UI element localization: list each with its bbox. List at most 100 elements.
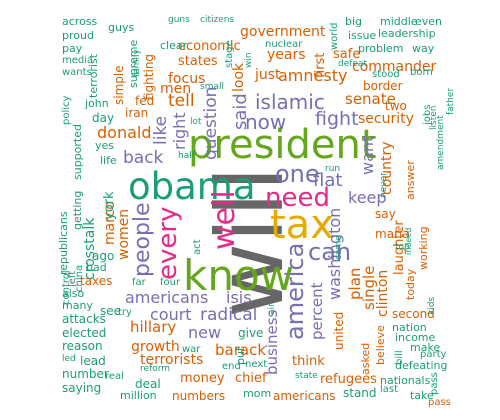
cloud-word: taxes [80,274,113,288]
cloud-word: chief [235,371,267,386]
cloud-word: stood [372,69,400,80]
cloud-word: percent [308,282,326,340]
cloud-word: ago [92,249,115,263]
cloud-word: senate [345,90,396,108]
cloud-word: last [380,384,399,395]
cloud-word: question [201,86,221,160]
cloud-word: border [363,79,403,93]
cloud-word: take [410,389,434,402]
cloud-word: growth [131,339,180,355]
cloud-word: citizens [200,15,235,25]
cloud-word: president [188,122,377,168]
cloud-word: like [151,115,171,145]
cloud-word: million [120,389,157,402]
cloud-word: run [325,164,341,174]
cloud-word: elected [62,326,107,340]
cloud-word: united [332,311,346,350]
cloud-word: now [245,110,287,134]
cloud-word: nationals [380,374,431,387]
cloud-word: maria [375,227,410,241]
cloud-word: know [183,251,294,300]
cloud-word: guns [168,15,190,25]
cloud-word: think [292,354,325,369]
cloud-word: simple [112,65,126,105]
cloud-word: problem [358,42,404,55]
cloud-word: focus [168,71,206,87]
cloud-word: americans [125,288,209,307]
cloud-word: yes [95,139,115,152]
cloud-word: war [182,344,201,355]
cloud-word: iran [125,106,149,120]
cloud-word: stand [343,386,377,400]
cloud-word: amendment [436,115,446,170]
cloud-word: deal [135,377,161,391]
cloud-word: reason [62,339,103,353]
cloud-word: isis [226,288,252,307]
cloud-word: big [345,15,363,28]
cloud-word: led [62,354,76,364]
cloud-word: family [132,49,142,77]
cloud-word: way [412,42,435,55]
cloud-word: john [85,97,109,110]
cloud-word: working [417,226,430,270]
cloud-word: even [415,15,443,28]
cloud-word: come [334,235,344,260]
cloud-word: money [180,371,225,386]
cloud-word: radical [200,305,258,325]
cloud-word: across [62,15,98,28]
cloud-word: safe [333,47,361,62]
cloud-word: guys [108,21,135,34]
cloud-word: america [281,242,309,340]
cloud-word: refugees [320,372,377,387]
cloud-word: attacks [62,312,106,326]
cloud-word: court [150,305,192,324]
cloud-word: states [178,54,218,69]
cloud-word: leadership [378,27,436,40]
cloud-word: many [62,299,93,312]
cloud-word: see [100,304,122,318]
cloud-word: numbers [172,389,226,403]
cloud-word: york [102,191,117,220]
cloud-word: clinton [375,269,391,317]
cloud-word: obama [128,165,256,208]
cloud-word: single [360,265,378,310]
cloud-word: saying [62,381,102,395]
cloud-word: barack [215,341,267,359]
cloud-word: make [410,341,441,354]
cloud-word: business [263,309,281,375]
cloud-word: income [395,331,436,344]
cloud-word: bad [86,261,107,274]
cloud-word: say [375,207,396,221]
cloud-word: never [379,172,389,198]
cloud-word: women [116,208,132,260]
cloud-word: pass [429,372,440,395]
cloud-word: asked [359,342,372,375]
cloud-word: half [178,151,195,161]
cloud-word: real [105,371,124,382]
cloud-word: fed [135,94,155,108]
cloud-word: middle [380,15,418,28]
cloud-word: americans [273,389,336,403]
cloud-word: clear [160,39,188,52]
cloud-word: commander [352,59,437,75]
cloud-word: keep [348,188,387,207]
cloud-word: defeat [338,59,367,69]
cloud-word: state [295,371,318,381]
cloud-word: end [222,361,241,372]
cloud-word: terrorists [140,352,204,368]
cloud-word: number [62,367,109,381]
cloud-word: win [244,52,254,68]
cloud-word: back [123,148,164,168]
cloud-word: father [446,87,456,115]
cloud-word: flat [313,170,343,191]
cloud-word: far [132,277,146,288]
cloud-word: four [160,277,181,288]
cloud-word: want [358,135,377,175]
cloud-word: second [392,307,435,321]
cloud-word: security [358,111,414,127]
cloud-word: reform [140,364,171,374]
cloud-word: first [313,52,328,78]
cloud-word: amnesty [278,66,348,85]
cloud-word: fight [315,108,359,130]
